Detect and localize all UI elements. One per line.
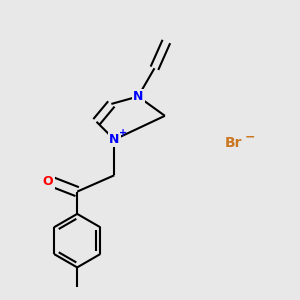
Text: +: + xyxy=(119,128,127,138)
Text: O: O xyxy=(43,175,53,188)
Text: Br: Br xyxy=(224,136,242,150)
Text: N: N xyxy=(109,133,119,146)
Text: −: − xyxy=(244,130,255,143)
Text: N: N xyxy=(133,90,143,103)
